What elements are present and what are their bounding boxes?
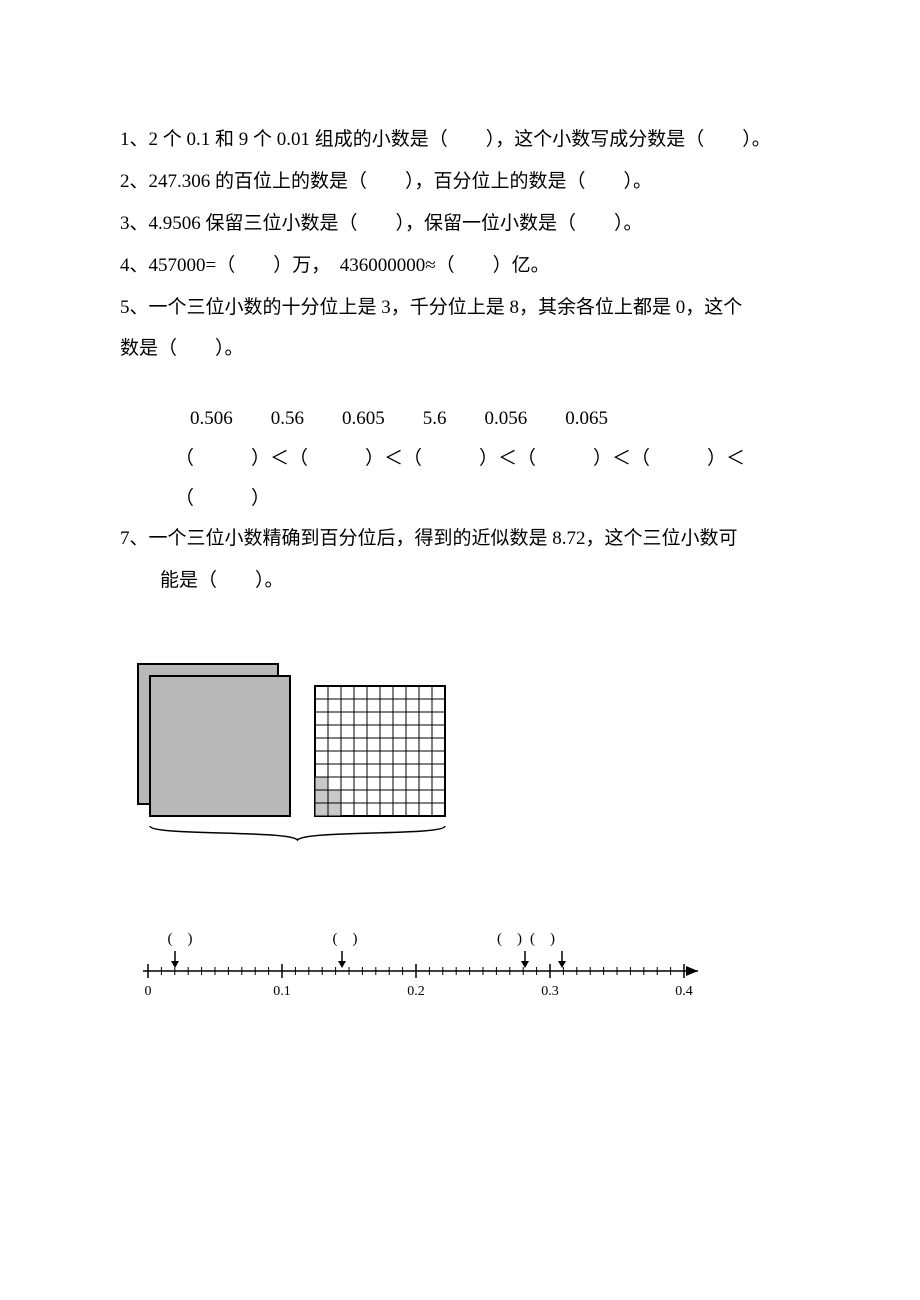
svg-text:0.2: 0.2 — [407, 984, 425, 999]
svg-text:( ): ( ) — [333, 931, 358, 947]
sort-numbers: 0.506 0.56 0.605 5.6 0.056 0.065 — [120, 399, 805, 439]
svg-text:0.3: 0.3 — [541, 984, 559, 999]
figure-numberline: 0 0.1 0.2 0.3 0.4 ( ) ( ) ( ) ( ) — [130, 916, 805, 1006]
question-1: 1、2 个 0.1 和 9 个 0.01 组成的小数是（ ），这个小数写成分数是… — [120, 120, 805, 160]
question-5-line2: 数是（ ）。 — [120, 329, 805, 369]
sort-blanks: （ ）＜（ ）＜（ ）＜（ ）＜（ ）＜（ ） — [120, 439, 805, 519]
question-3: 3、4.9506 保留三位小数是（ ），保留一位小数是（ ）。 — [120, 204, 805, 244]
svg-text:( ): ( ) — [530, 931, 555, 947]
question-7-line2: 能是（ ）。 — [120, 561, 805, 601]
question-2: 2、247.306 的百位上的数是（ ），百分位上的数是（ ）。 — [120, 162, 805, 202]
figure-squares-grid — [130, 656, 805, 846]
question-4: 4、457000=（ ）万， 436000000≈（ ）亿。 — [120, 246, 805, 286]
svg-text:0: 0 — [145, 984, 152, 999]
svg-text:( ): ( ) — [497, 931, 522, 947]
svg-text:( ): ( ) — [168, 931, 193, 947]
question-7-line1: 7、一个三位小数精确到百分位后，得到的近似数是 8.72，这个三位小数可 — [120, 519, 805, 559]
svg-text:0.4: 0.4 — [675, 984, 693, 999]
svg-text:0.1: 0.1 — [273, 984, 291, 999]
question-5-line1: 5、一个三位小数的十分位上是 3，千分位上是 8，其余各位上都是 0，这个 — [120, 288, 805, 328]
